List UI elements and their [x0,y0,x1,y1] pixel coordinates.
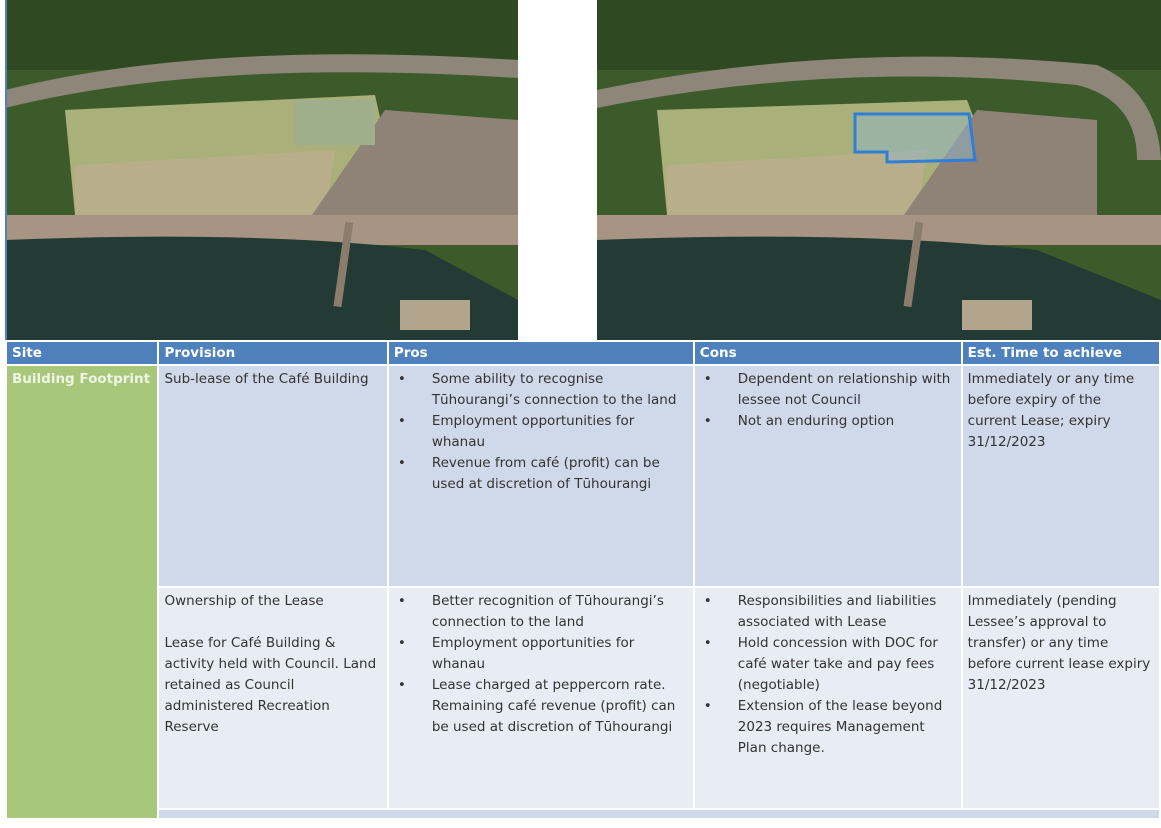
pros-cell: Some ability to recognise Tūhourangi’s c… [388,366,693,586]
provision-text: Ownership of the Lease [164,593,324,609]
cons-list: Dependent on relationship with lessee no… [700,369,956,432]
column-header: Provision [159,342,387,364]
site-cell: Building Footprint [7,366,158,818]
table-row: Building Footprint Sub-lease of the Café … [7,366,1159,818]
cons-cell: Dependent on relationship with lessee no… [694,366,961,586]
cons-item: Extension of the lease beyond 2023 requi… [700,696,956,759]
aerial-photo-proposed [597,0,1161,340]
pros-cell: Better recognition of Tūhourangi’s conne… [388,588,693,808]
cons-item: Dependent on relationship with lessee no… [700,369,956,411]
options-table: Site Provision Pros Cons Est. Time to achiev… [5,340,1161,820]
column-header: Est. Time to achieve [962,342,1159,364]
pros-list: Better recognition of Tūhourangi’s conne… [394,591,688,738]
tail-cell [159,810,1159,818]
provision-cell: Ownership of the Lease Lease for Café Bui… [159,588,387,808]
header-row: Site Provision Pros Cons Est. Time to achiev… [7,342,1159,364]
pros-item: Some ability to recognise Tūhourangi’s c… [394,369,688,411]
table-row: Ownership of the Lease Lease for Café Bui… [7,588,1159,808]
pros-item: Revenue from café (profit) can be used a… [394,453,688,495]
site-text: Building Footprint [12,371,151,387]
time-cell: Immediately (pending Lessee’s approval t… [962,588,1159,808]
column-header: Pros [388,342,693,364]
pros-item: Lease charged at peppercorn rate. Remain… [394,675,688,738]
cons-item: Not an enduring option [700,411,956,432]
pros-item: Employment opportunities for whanau [394,411,688,453]
pros-item: Employment opportunities for whanau [394,633,688,675]
column-header: Cons [694,342,961,364]
column-header: Site [7,342,158,364]
cons-item: Hold concession with DOC for café water … [700,633,956,696]
pros-list: Some ability to recognise Tūhourangi’s c… [394,369,688,495]
tail-row [7,810,1159,818]
provision-text: Sub-lease of the Café Building [164,371,369,387]
cons-cell: Responsibilities and liabilities associa… [694,588,961,808]
provision-cell: Sub-lease of the Café Building [159,366,387,586]
cons-item: Responsibilities and liabilities associa… [700,591,956,633]
cons-list: Responsibilities and liabilities associa… [700,591,956,759]
provision-text: Lease for Café Building & activity held … [164,635,377,735]
aerial-photo-before [5,0,518,340]
pros-item: Better recognition of Tūhourangi’s conne… [394,591,688,633]
time-cell: Immediately or any time before expiry of… [962,366,1159,586]
